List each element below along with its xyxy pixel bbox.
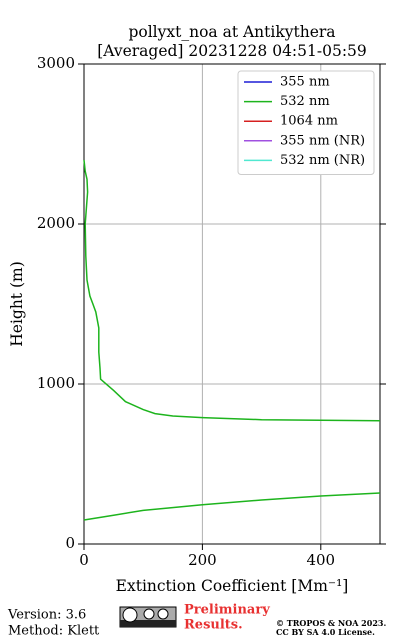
x-tick-label: 400	[306, 551, 335, 569]
legend-label: 532 nm	[280, 94, 330, 109]
legend-label: 355 nm (NR)	[280, 133, 365, 148]
plot-frame	[83, 63, 381, 545]
y-tick-label: 0	[65, 534, 75, 552]
method: Method: Klett	[8, 624, 100, 639]
cc-logo	[119, 606, 177, 628]
profile-line	[83, 159, 381, 521]
copyright: CC BY SA 4.0 License.	[276, 627, 375, 637]
legend-box	[237, 70, 375, 175]
x-tick-label: 200	[188, 551, 217, 569]
x-axis-label: Extinction Coefficient [Mm⁻¹]	[116, 577, 349, 595]
legend-label: 355 nm	[280, 75, 330, 90]
y-axis-label: Height (m)	[8, 261, 26, 347]
preliminary: Preliminary	[184, 603, 270, 618]
legend-label: 532 nm (NR)	[280, 153, 365, 168]
preliminary: Results.	[184, 618, 243, 633]
x-tick-label: 0	[79, 551, 89, 569]
version: Version: 3.6	[7, 608, 86, 623]
chart-title: pollyxt_noa at Antikythera	[128, 23, 335, 41]
legend-label: 1064 nm	[280, 114, 338, 129]
y-tick-label: 2000	[37, 214, 75, 232]
copyright: © TROPOS & NOA 2023.	[276, 618, 386, 628]
chart-title: [Averaged] 20231228 04:51-05:59	[97, 42, 367, 60]
y-tick-label: 1000	[37, 374, 75, 392]
y-tick-label: 3000	[37, 54, 75, 72]
